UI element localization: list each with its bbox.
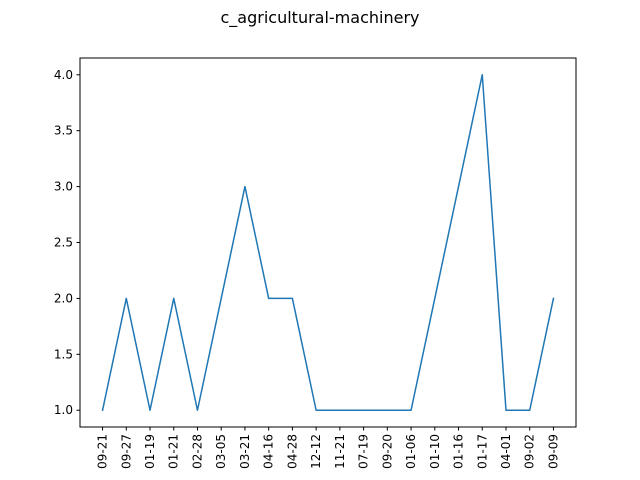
x-tick-label: 09-09: [546, 434, 560, 469]
x-tick-label: 01-16: [452, 434, 466, 469]
x-tick-label: 04-16: [262, 434, 276, 469]
x-tick-label: 03-21: [238, 434, 252, 469]
x-tick-label: 11-21: [333, 434, 347, 469]
y-tick-label: 3.0: [54, 180, 73, 194]
axes-frame: [79, 57, 577, 428]
y-tick-label: 3.5: [54, 124, 73, 138]
x-tick-label: 12-12: [309, 434, 323, 469]
x-tick-label: 09-02: [523, 434, 537, 469]
x-tick-label: 01-19: [143, 434, 157, 469]
x-tick-label: 09-20: [380, 434, 394, 469]
y-tick-label: 2.0: [54, 291, 73, 305]
chart-title: c_agricultural-machinery: [220, 8, 420, 27]
y-tick-label: 2.5: [54, 236, 73, 250]
x-tick-label: 02-28: [190, 434, 204, 469]
x-tick-label: 03-05: [214, 434, 228, 469]
series-line-0: [101, 74, 555, 412]
x-tick-label: 04-01: [499, 434, 513, 469]
x-tick-label: 01-06: [404, 434, 418, 469]
x-tick-label: 01-21: [167, 434, 181, 469]
y-tick-label: 1.5: [54, 347, 73, 361]
y-tick-label: 1.0: [54, 403, 73, 417]
x-tick-label: 09-21: [96, 434, 110, 469]
x-tick-label: 04-28: [285, 434, 299, 469]
x-tick-label: 01-10: [428, 434, 442, 469]
y-tick-label: 4.0: [54, 68, 73, 82]
x-tick-label: 09-27: [119, 434, 133, 469]
x-tick-label: 01-17: [475, 434, 489, 469]
x-tick-label: 07-19: [357, 434, 371, 469]
